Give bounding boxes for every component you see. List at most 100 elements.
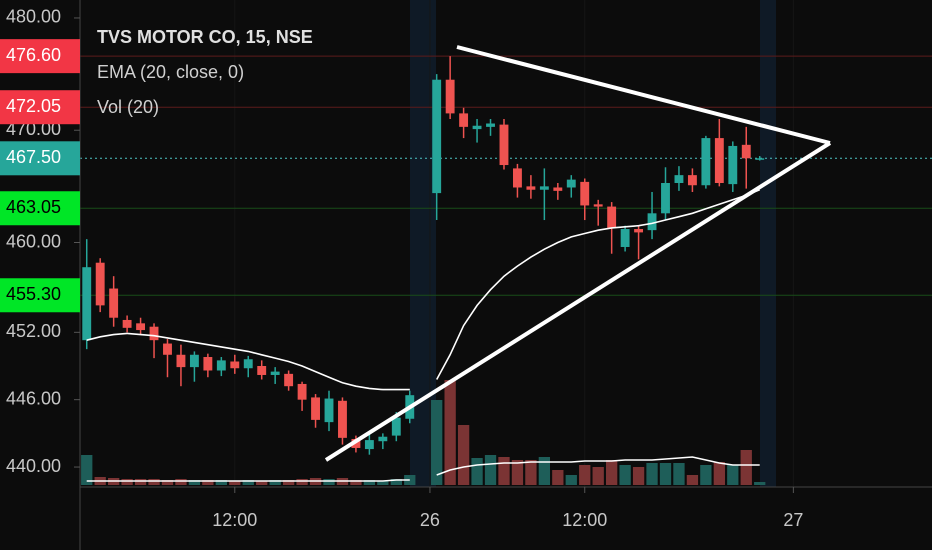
volume-bar	[350, 480, 362, 485]
volume-bar	[175, 479, 187, 485]
candle-body	[701, 138, 711, 186]
y-axis: 440.00446.00452.00460.00470.00480.00476.…	[0, 7, 80, 476]
y-tick-label: 460.00	[6, 231, 61, 251]
y-tick-label: 480.00	[6, 7, 61, 27]
volume-bar	[444, 380, 456, 485]
volume-bar	[538, 457, 551, 485]
volume-bar	[134, 479, 147, 485]
x-tick-label: 27	[783, 510, 803, 530]
candle-body	[593, 204, 603, 207]
volume-bar	[673, 463, 685, 485]
price-label: 472.05	[6, 96, 61, 116]
chart-title: TVS MOTOR CO, 15, NSE	[97, 27, 313, 47]
candle-body	[728, 145, 738, 185]
volume-bar	[229, 481, 241, 485]
price-label-bg	[0, 90, 80, 125]
volume-bar	[121, 479, 133, 485]
volume-bar	[363, 480, 376, 485]
volume-bar	[632, 467, 645, 485]
candle-body	[149, 326, 159, 341]
volume-bar	[700, 465, 712, 485]
volume-bar	[592, 467, 604, 485]
candle-body	[243, 359, 253, 369]
volume-bar	[498, 457, 510, 485]
price-label-bg	[0, 278, 80, 313]
y-tick-label: 446.00	[6, 388, 61, 408]
candle-body	[297, 383, 307, 400]
candle-body	[203, 357, 213, 371]
indicator-label: Vol (20)	[97, 97, 159, 117]
candle-body	[687, 175, 697, 186]
candle-body	[755, 158, 765, 160]
volume-bar	[511, 460, 524, 485]
candle-body	[163, 343, 172, 355]
price-label-bg	[0, 141, 80, 176]
price-label: 463.05	[6, 197, 61, 217]
candle-body	[364, 440, 374, 450]
candle-body	[311, 397, 320, 420]
trend-line	[456, 45, 831, 145]
volume-bar	[269, 480, 281, 485]
candle-body	[82, 267, 92, 341]
volume-bar	[579, 465, 591, 485]
volume-bar	[431, 400, 443, 485]
y-tick-label: 452.00	[6, 321, 61, 341]
volume-bar	[242, 480, 254, 485]
candle-body	[472, 125, 482, 130]
volume-bar	[161, 480, 174, 485]
candle-body	[580, 181, 590, 206]
candle-body	[95, 262, 105, 306]
candle-body	[136, 323, 146, 331]
candle-body	[741, 144, 751, 159]
price-label: 455.30	[6, 284, 61, 304]
candle-body	[566, 179, 576, 188]
indicator-label: EMA (20, close, 0)	[97, 62, 244, 82]
candle-body	[539, 186, 549, 190]
volume-bar	[377, 481, 389, 485]
volume-bar	[740, 450, 752, 485]
ema-line	[86, 188, 761, 391]
volume-bar	[457, 425, 470, 485]
volume-bar	[552, 470, 564, 485]
x-tick-label: 12:00	[562, 510, 607, 530]
volume-bar	[81, 455, 93, 485]
candle-body	[189, 354, 199, 368]
candle-body	[607, 206, 617, 228]
plot-area	[80, 0, 932, 487]
volume-bar	[256, 481, 268, 485]
volume-bar	[188, 480, 201, 485]
volume-bar	[148, 479, 160, 485]
volume-bar	[296, 479, 308, 485]
candle-body	[634, 229, 644, 233]
volume-bar	[282, 480, 295, 485]
price-label-bg	[0, 39, 80, 74]
candle-body	[499, 124, 509, 166]
candle-body	[324, 398, 334, 423]
candle-body	[620, 229, 630, 247]
candle-body	[378, 436, 388, 442]
volume-bar	[727, 465, 739, 485]
volume-bar	[484, 455, 497, 485]
volume-bar	[390, 479, 402, 485]
candle-body	[284, 373, 294, 387]
candle-body	[176, 354, 186, 368]
candle-body	[230, 361, 240, 369]
price-label-bg	[0, 191, 80, 226]
trend-line	[324, 141, 832, 462]
candle-body	[526, 186, 536, 190]
volume-bar	[471, 458, 483, 485]
candle-body	[270, 371, 280, 375]
volume-bar	[565, 475, 577, 485]
volume-bar	[659, 463, 672, 485]
volume-bar	[619, 465, 631, 485]
x-tick-label: 12:00	[212, 510, 257, 530]
candle-body	[553, 187, 563, 191]
candle-body	[109, 288, 119, 318]
session-band	[760, 0, 776, 487]
price-label: 467.50	[6, 147, 61, 167]
candle-body	[486, 123, 495, 127]
candle-body	[122, 319, 132, 328]
volume-bar	[525, 460, 537, 485]
candle-body	[216, 360, 226, 371]
